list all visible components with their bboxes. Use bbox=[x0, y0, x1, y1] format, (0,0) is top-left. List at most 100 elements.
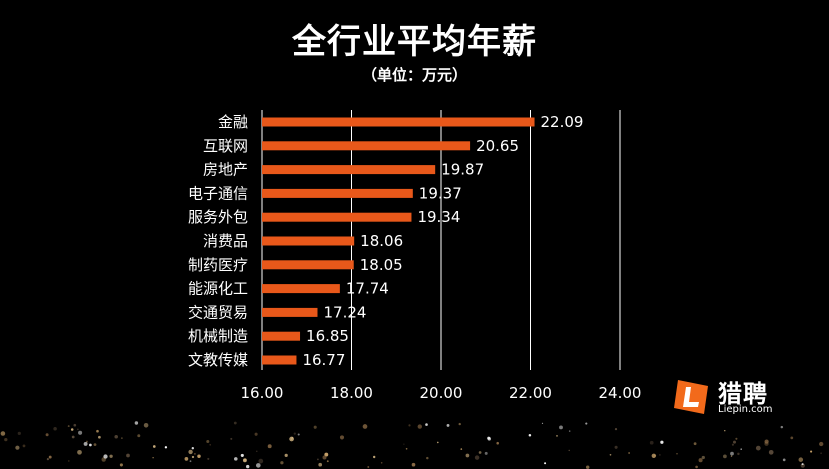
sparkle-dot bbox=[77, 428, 79, 430]
data-label: 18.06 bbox=[360, 232, 403, 250]
data-label: 16.85 bbox=[306, 327, 349, 345]
sparkle-dot bbox=[411, 462, 416, 467]
sparkle-dot bbox=[78, 430, 83, 435]
sparkle-dot bbox=[701, 455, 705, 460]
sparkle-dot bbox=[194, 453, 196, 455]
sparkle-dot bbox=[465, 453, 470, 458]
sparkle-dot bbox=[733, 440, 736, 444]
bar bbox=[262, 331, 301, 341]
sparkle-dot bbox=[541, 422, 544, 425]
sparkle-dot bbox=[267, 444, 272, 449]
sparkle-dot bbox=[326, 460, 329, 463]
sparkle-dot bbox=[556, 434, 558, 437]
sparkle-dot bbox=[316, 458, 319, 461]
sparkle-dot bbox=[425, 423, 428, 426]
liepin-logo: 猎聘 Liepin.com bbox=[672, 374, 802, 418]
sparkle-dot bbox=[93, 443, 97, 446]
sparkle-dot bbox=[660, 440, 664, 444]
sparkle-dot bbox=[446, 423, 450, 427]
sparkle-dot bbox=[45, 433, 49, 437]
sparkle-dot bbox=[322, 455, 327, 460]
sparkle-dot bbox=[460, 448, 463, 450]
sparkle-dot bbox=[735, 437, 738, 440]
bar-chart: 16.00 18.00 20.00 22.00 24.00 金融 22.09 互联网 20.65… bbox=[188, 110, 642, 402]
sparkle-dot bbox=[649, 440, 654, 445]
sparkle-dot bbox=[755, 445, 761, 451]
sparkle-dot bbox=[289, 436, 294, 442]
sparkle-dot bbox=[209, 444, 211, 446]
sparkle-dot bbox=[614, 428, 618, 431]
sparkle-dot bbox=[790, 436, 794, 440]
sparkle-dot bbox=[77, 449, 82, 455]
sparkle-dot bbox=[408, 424, 411, 427]
sparkle-dot bbox=[293, 432, 296, 435]
bar bbox=[262, 307, 318, 317]
category-label: 电子通信 bbox=[188, 184, 248, 202]
sparkle-dot bbox=[609, 453, 612, 456]
bar bbox=[262, 141, 471, 151]
category-label: 服务外包 bbox=[188, 208, 248, 226]
sparkle-dot bbox=[297, 433, 300, 436]
sparkle-dot bbox=[586, 465, 590, 469]
sparkle-dot bbox=[730, 451, 734, 456]
sparkle-dot bbox=[234, 457, 238, 461]
sparkle-dot bbox=[121, 437, 123, 439]
sparkle-dot bbox=[698, 458, 703, 463]
sparkle-dot bbox=[114, 434, 118, 439]
category-label: 互联网 bbox=[203, 137, 248, 155]
sparkle-dot bbox=[798, 457, 804, 462]
sparkle-dot bbox=[126, 453, 130, 458]
sparkle-dot bbox=[258, 458, 264, 464]
sparkle-dot bbox=[184, 457, 189, 461]
sparkle-dot bbox=[137, 434, 141, 438]
sparkle-dot bbox=[693, 442, 697, 446]
sparkle-dot bbox=[339, 435, 345, 440]
sparkle-dot bbox=[768, 449, 774, 455]
sparkle-dot bbox=[164, 446, 168, 449]
sparkle-dot bbox=[417, 424, 422, 429]
sparkle-dot bbox=[614, 445, 618, 449]
sparkle-dot bbox=[233, 421, 237, 425]
x-tick-label: 18.00 bbox=[330, 384, 373, 402]
sparkle-dot bbox=[230, 437, 233, 440]
category-label: 金融 bbox=[218, 113, 248, 131]
bar bbox=[262, 260, 354, 270]
bar bbox=[262, 355, 297, 365]
sparkle-dot bbox=[143, 423, 149, 428]
x-tick-label: 24.00 bbox=[599, 384, 642, 402]
sparkle-dot bbox=[206, 439, 210, 444]
sparkle-dot bbox=[242, 458, 247, 463]
data-label: 16.77 bbox=[302, 351, 345, 369]
sparkle-dot bbox=[89, 443, 92, 447]
sparkle-dot bbox=[15, 445, 20, 450]
bar bbox=[262, 188, 413, 198]
sparkle-dot bbox=[17, 431, 21, 436]
x-tick-label: 20.00 bbox=[420, 384, 463, 402]
sparkle-dot bbox=[782, 458, 786, 462]
bar bbox=[262, 165, 436, 175]
sparkle-dot bbox=[103, 454, 108, 459]
sparkle-dot bbox=[487, 436, 491, 440]
sparkle-dot bbox=[254, 432, 258, 436]
sparkle-dot bbox=[544, 462, 547, 465]
sparkle-dot bbox=[256, 450, 258, 453]
logo-site: Liepin.com bbox=[718, 404, 773, 415]
category-label: 文教传媒 bbox=[188, 351, 248, 369]
sparkle-dot bbox=[68, 460, 70, 462]
sparkle-dot bbox=[152, 445, 156, 448]
sparkle-dot bbox=[436, 441, 439, 444]
sparkle-dot bbox=[189, 460, 192, 463]
sparkle-dot bbox=[695, 465, 698, 469]
sparkle-dot bbox=[152, 457, 154, 459]
sparkle-dot bbox=[405, 447, 408, 450]
sparkle-dot bbox=[484, 451, 488, 455]
sparkle-dot bbox=[568, 430, 571, 432]
sparkle-dot bbox=[810, 450, 813, 453]
x-tick-label: 22.00 bbox=[509, 384, 552, 402]
sparkle-dot bbox=[188, 449, 193, 455]
chart-title: 全行业平均年薪 bbox=[292, 22, 537, 62]
sparkle-dot bbox=[628, 452, 630, 454]
sparkle-dot bbox=[70, 428, 74, 431]
sparkle-dot bbox=[324, 452, 329, 457]
sparkle-dot bbox=[85, 440, 88, 443]
